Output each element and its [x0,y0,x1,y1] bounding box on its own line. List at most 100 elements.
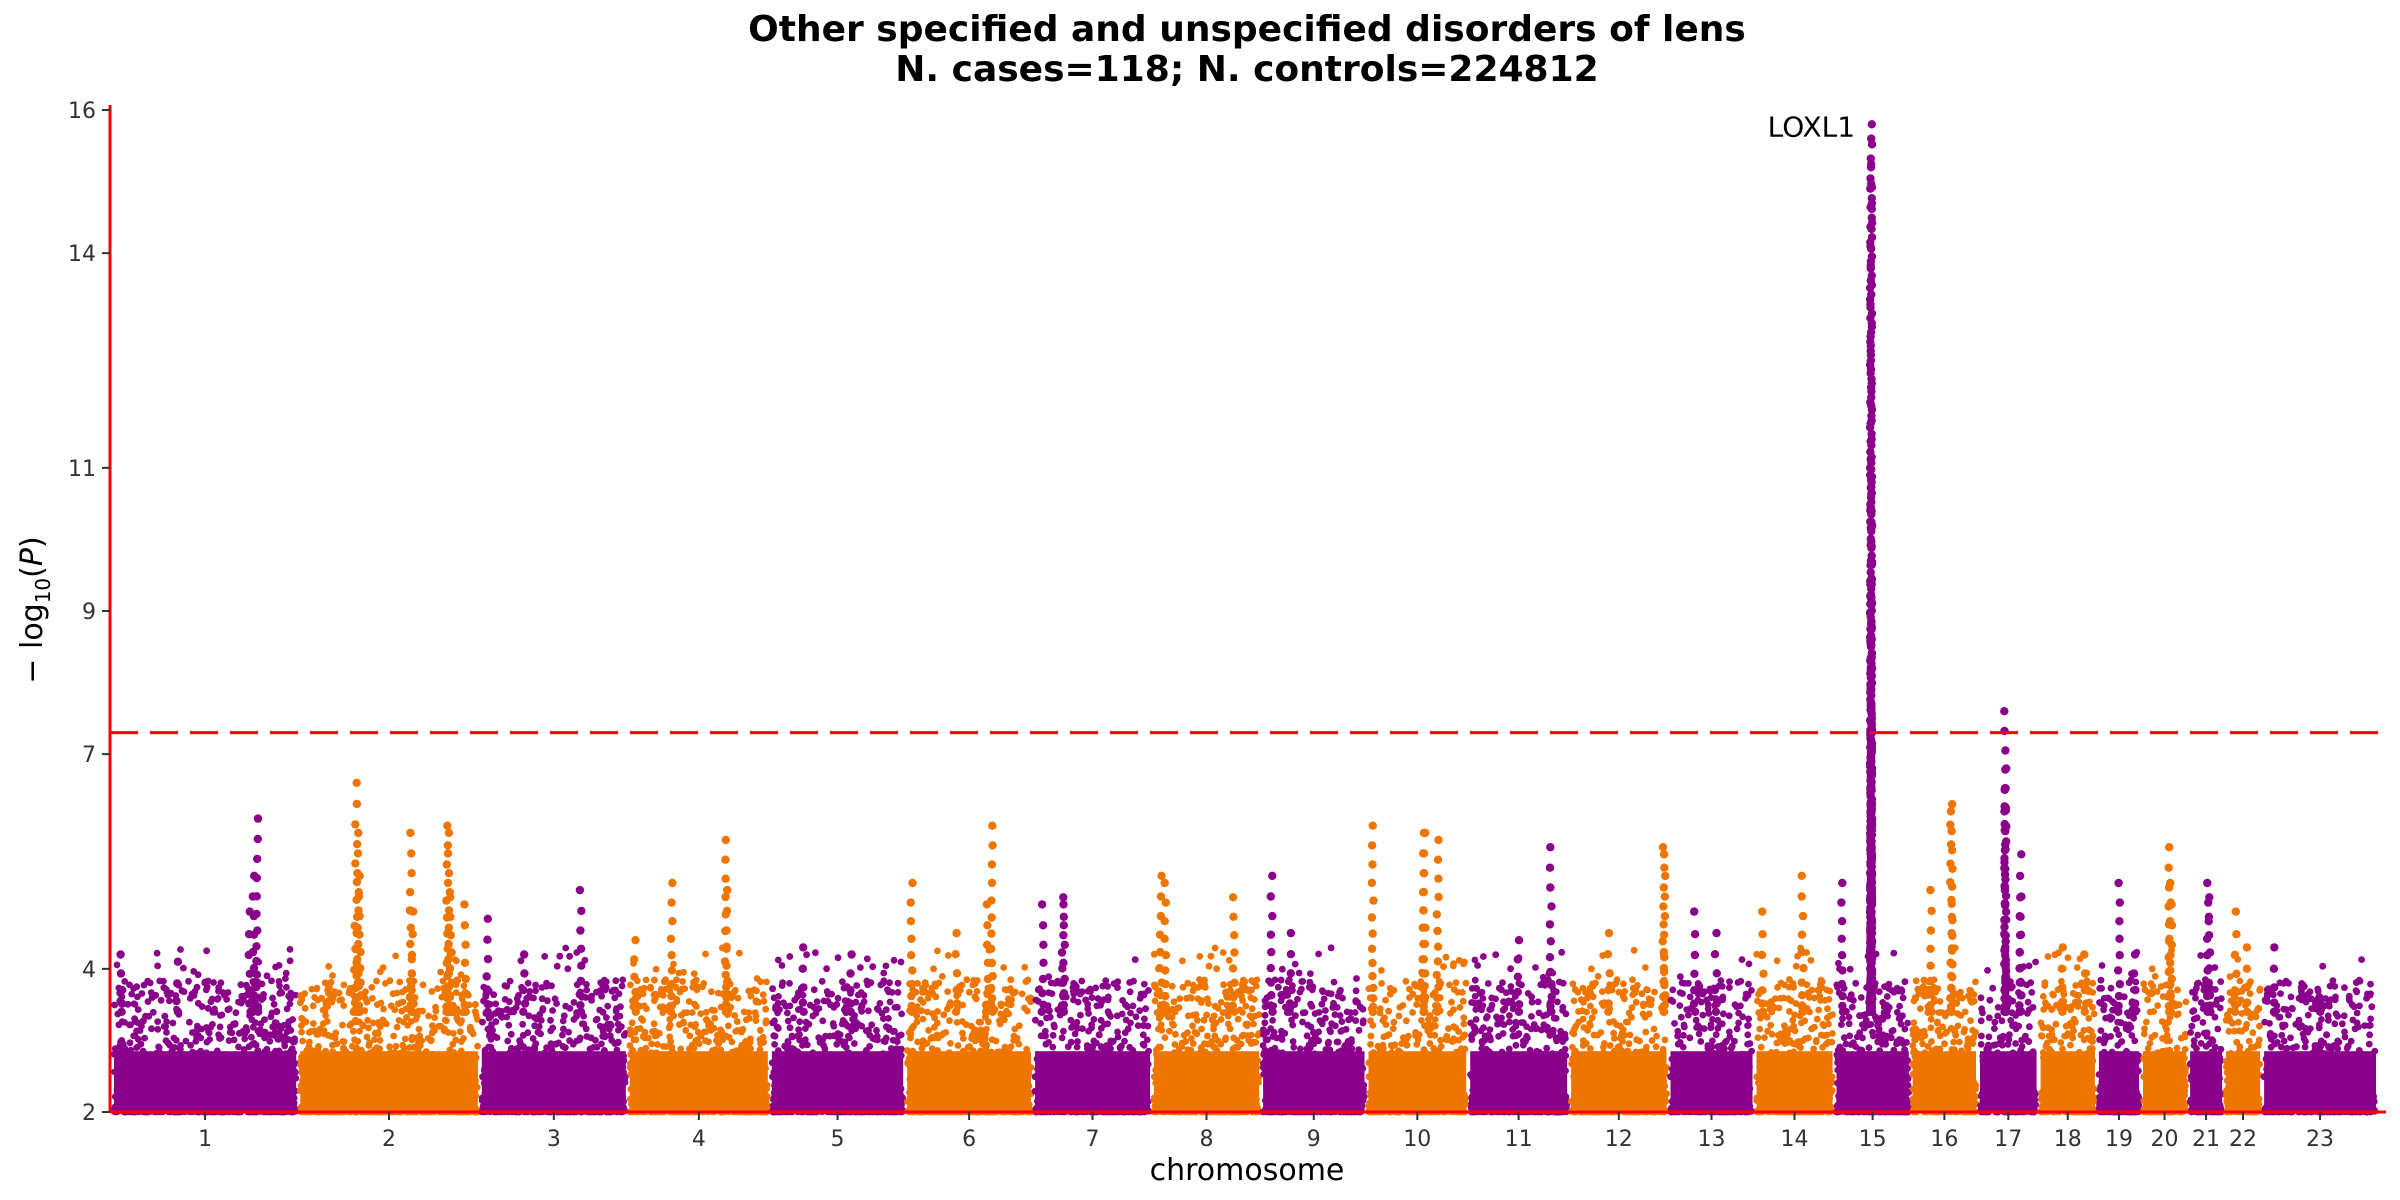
data-point [185,977,192,985]
data-point [517,1039,524,1047]
data-point [505,998,513,1006]
data-point [541,953,549,960]
peak-point [246,1007,255,1016]
data-point [118,993,126,1001]
data-point [679,978,686,985]
data-point [468,1027,475,1034]
data-point [171,1044,178,1051]
peak-point [444,939,453,949]
chromosome-3-points [478,885,630,1116]
data-point [263,972,271,980]
data-point [1013,1034,1021,1042]
data-point [298,1022,305,1029]
peak-point [519,985,528,995]
data-point [996,1020,1004,1028]
data-point [799,991,807,999]
data-point [281,1039,288,1046]
data-point [570,1016,578,1023]
data-point [731,1012,739,1019]
data-point [130,1000,138,1008]
peak-point [483,1007,492,1016]
data-point [492,1000,500,1008]
peak-point [245,969,254,978]
data-point [471,1008,479,1015]
data-point [487,1035,495,1043]
data-point [650,1020,658,1028]
data-point [794,1032,801,1040]
data-point [682,1026,690,1034]
peak-point [244,930,254,939]
data-point [639,1033,647,1040]
data-point [618,982,626,990]
data-point [784,1038,792,1045]
data-point [205,1029,213,1037]
peak-point [519,1007,528,1016]
data-point [680,1019,688,1027]
data-point [332,1029,340,1037]
peak-point [799,943,808,952]
data-point [747,992,755,1000]
data-point [315,1031,322,1038]
data-point [519,1020,526,1028]
data-point [286,1000,294,1008]
peak-point [443,841,452,850]
data-point [813,998,821,1006]
data-point [141,1034,149,1042]
data-point [241,1035,249,1043]
data-point [186,995,194,1002]
data-point [363,998,371,1006]
data-point [744,1042,752,1050]
data-point [282,969,290,977]
data-point [311,994,318,1001]
data-point [647,985,655,992]
data-point [266,1037,274,1045]
data-point [154,1018,162,1025]
peak-point [172,996,181,1006]
data-point [851,1040,858,1047]
peak-point [575,990,584,999]
data-point [860,998,868,1006]
data-point [711,1014,719,1022]
data-point [810,986,818,994]
data-point [812,949,819,957]
data-point [560,1025,567,1033]
data-point [823,988,831,995]
peak-point [444,923,454,932]
data-point [653,1032,660,1039]
data-point [218,1011,226,1019]
data-point [608,988,616,995]
data-point [738,1042,745,1049]
data-point [298,996,305,1004]
data-point [650,976,658,984]
data-point [364,1016,372,1024]
data-point [602,978,610,986]
data-point [576,1036,583,1044]
data-point [401,1035,409,1043]
data-point [775,993,782,1000]
data-point [681,985,689,992]
data-point [261,1033,269,1041]
data-point [946,1017,953,1025]
peak-point [799,1007,808,1016]
peak-point [631,987,640,997]
data-point [154,962,162,970]
data-point [147,989,155,996]
data-point [113,961,121,969]
data-point [161,1012,169,1020]
data-point [527,994,535,1001]
data-point [593,988,600,996]
data-point [813,1006,820,1014]
peak-point [352,799,362,809]
peak-point [483,1000,492,1009]
peak-point [409,999,418,1008]
peak-point [443,821,452,830]
data-point [691,1023,699,1031]
data-point [874,1036,881,1044]
data-point [134,1006,142,1013]
data-point [702,950,709,958]
data-point [710,1024,718,1032]
data-point [834,1030,842,1037]
peak-point [798,964,807,973]
data-point [286,946,294,953]
